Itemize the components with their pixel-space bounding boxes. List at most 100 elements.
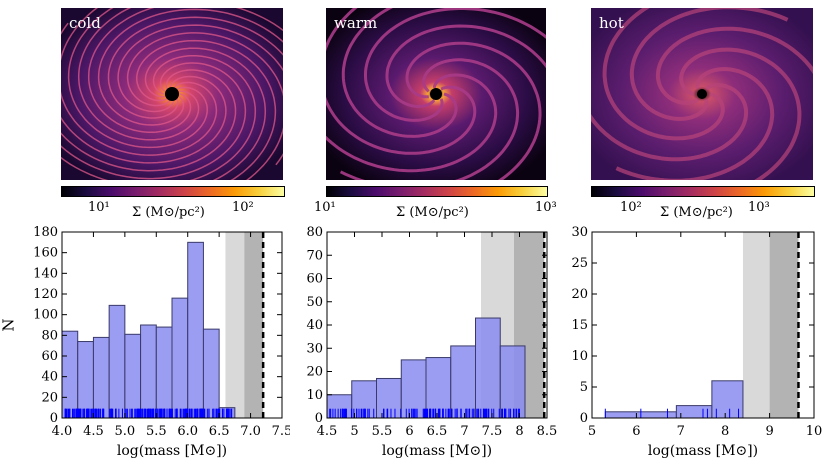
spiral-arm [61,69,237,172]
spiral-arm [341,8,458,138]
histogram-cold: 4.0 4.5 5.0 5.5 6.0 6.5 7.0 7.5 0 20 40 60 80 100 120 1… [33,225,290,459]
spiral-arm [364,8,546,122]
y-tick-label: 20 [571,287,588,302]
warm-density-map: warm [326,8,546,180]
spiral-arm [61,62,247,180]
hot-cbar-tick-1: 10² [620,200,642,215]
cold-label: cold [69,14,101,32]
y-tick-label: 0 [315,411,323,426]
histogram-bar [61,330,79,419]
spiral-arm [136,39,277,180]
histogram-bar [475,317,501,419]
y-tick-label: 40 [41,370,58,385]
y-tick-label: 60 [41,349,58,364]
cold-map-svg [61,8,283,180]
y-tick-label: 5 [580,380,588,395]
y-tick-label: 30 [571,225,588,240]
spiral-arm [405,41,542,180]
y-tick-label: 10 [571,349,588,364]
y-tick-label: 0 [50,411,58,426]
warm-cbar-tick-1: 10¹ [314,200,336,215]
histogram-bar [108,304,126,419]
y-tick-label: 15 [571,318,588,333]
cold-cbar-tick-1: 10¹ [88,200,110,215]
x-tick-label: 7.5 [482,424,503,439]
x-tick-label: 8 [721,424,729,439]
histogram-warm: 4.5 5 5.5 6 6.5 7 7.5 8 8.5 0 10 20 30 40 50 60 70 80 log(… [306,225,558,459]
spiral-arm [126,32,283,180]
shaded-region-dark [769,232,799,418]
x-tick-label: 6.5 [427,424,448,439]
x-axis-label: log(mass [M⊙]) [117,443,227,459]
x-tick-label: 6 [632,424,640,439]
y-tick-label: 80 [41,328,58,343]
warm-colorbar [326,186,548,197]
hot-cbar-label: Σ (M⊙/pc²) [660,205,733,220]
x-tick-label: 4.5 [317,424,338,439]
histogram-bar [450,345,476,419]
x-tick-label: 5.0 [115,424,136,439]
spiral-arm [61,54,257,180]
y-tick-label: 0 [580,411,588,426]
y-tick-label: 140 [33,266,58,281]
y-tick-label: 100 [33,308,58,323]
spiral-arm [61,22,227,164]
y-tick-label: 30 [306,341,323,356]
warm-cbar-tick-2: 10³ [535,200,557,215]
shaded-region-light [742,232,770,418]
y-tick-label: 60 [306,272,323,287]
hot-label: hot [599,14,624,32]
x-tick-label: 7.5 [272,424,290,439]
x-tick-label: 7 [677,424,685,439]
spiral-arm [87,8,283,134]
histogram-bar [202,328,220,419]
spiral-arm [326,73,498,173]
warm-label: warm [334,14,378,32]
spiral-arm [629,8,789,121]
y-tick-label: 70 [306,248,323,263]
x-tick-label: 5 [588,424,596,439]
x-tick-label: 7.0 [240,424,261,439]
y-tick-label: 25 [571,256,588,271]
spiral-arm [67,8,208,149]
y-tick-label: 120 [33,287,58,302]
warm-map-svg [326,8,546,180]
hot-map-svg [591,8,813,180]
warm-cbar-label: Σ (M⊙/pc²) [396,205,469,220]
y-tick-label: 160 [33,246,58,261]
x-axis-label: log(mass [M⊙]) [382,443,492,459]
spiral-arm [97,8,283,126]
cold-cbar-tick-2: 10² [232,200,254,215]
x-tick-label: 9 [765,424,773,439]
histogram-bar [711,380,744,419]
histogram-bar [124,333,142,419]
shaded-region-light [225,232,245,418]
y-tick-label: 80 [306,225,323,240]
x-tick-label: 5 [350,424,358,439]
x-tick-label: 5.5 [146,424,167,439]
spiral-arm [107,16,283,119]
y-tick-label: 40 [306,318,323,333]
x-tick-label: 6 [405,424,413,439]
histogram-bar [499,345,526,419]
x-tick-label: 8 [515,424,523,439]
spiral-arm [602,8,725,141]
hot-density-map: hot [591,8,813,180]
x-tick-label: 5.5 [372,424,393,439]
histogram-bar [425,357,452,419]
cold-density-map: cold [61,8,283,180]
x-tick-label: 4.0 [52,424,73,439]
y-tick-label: 180 [33,225,58,240]
spiral-arm [679,47,802,180]
histogram-bar [140,324,157,419]
histogram-bar [675,405,713,419]
x-tick-label: 6.5 [209,424,230,439]
spiral-arm [326,8,477,155]
x-tick-label: 8.5 [537,424,558,439]
spiral-arm [77,8,200,141]
spiral-arm [385,24,546,108]
spiral-arm [117,24,283,166]
x-tick-label: 4.5 [83,424,104,439]
histogram-bar [400,359,427,419]
